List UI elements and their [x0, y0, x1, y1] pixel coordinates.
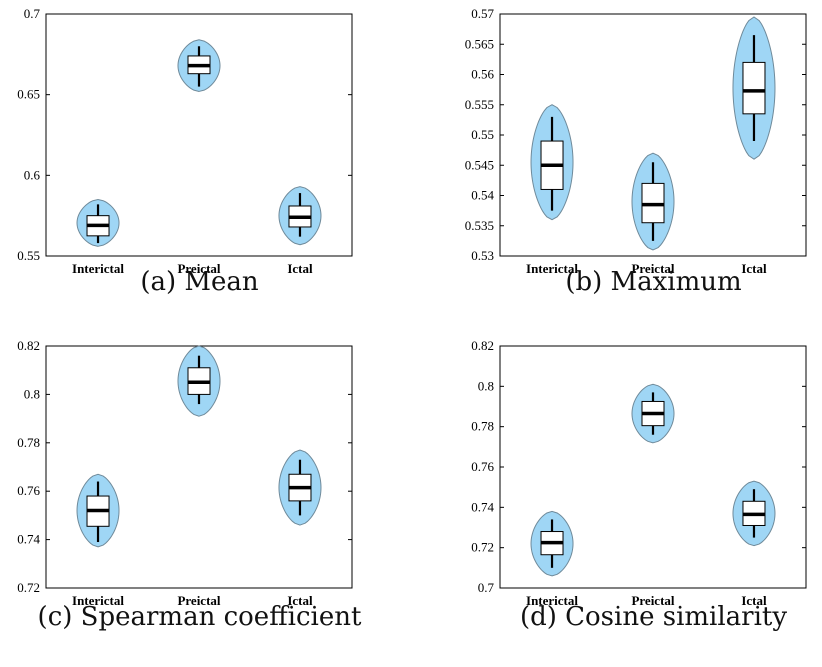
panel-caption: (a) Mean [140, 267, 259, 297]
y-tick-label: 0.7 [478, 580, 495, 595]
violin-preictal [177, 39, 221, 92]
x-category-label: Interictal [526, 593, 578, 608]
x-category-label: Interictal [72, 593, 124, 608]
y-tick-label: 0.55 [17, 248, 40, 263]
y-tick-label: 0.535 [465, 218, 494, 233]
y-tick-label: 0.78 [17, 435, 40, 450]
x-category-label: Preictal [631, 261, 674, 276]
violin-preictal [177, 345, 221, 417]
x-category-label: Ictal [287, 593, 313, 608]
violin-interictal [76, 199, 120, 247]
y-tick-label: 0.76 [471, 459, 494, 474]
violin-interictal [530, 104, 574, 221]
x-category-label: Preictal [177, 593, 220, 608]
y-tick-label: 0.57 [471, 6, 494, 21]
y-tick-label: 0.6 [24, 167, 41, 182]
x-category-label: Interictal [526, 261, 578, 276]
y-tick-label: 0.65 [17, 87, 40, 102]
y-tick-label: 0.8 [478, 378, 494, 393]
y-tick-label: 0.82 [17, 338, 40, 353]
violin-preictal [631, 152, 675, 251]
chart-panel-2: 0.53 0.535 0.54 0.545 0.55 0.555 0.56 0.565 0.57… [465, 6, 807, 276]
y-tick-label: 0.565 [465, 36, 494, 51]
y-tick-label: 0.74 [17, 532, 40, 547]
x-category-label: Ictal [741, 593, 767, 608]
violin-ictal [732, 16, 776, 160]
x-category-label: Ictal [741, 261, 767, 276]
plot-frame [45, 13, 353, 257]
y-tick-label: 0.555 [465, 97, 494, 112]
violin-ictal [278, 186, 322, 246]
panel-caption: (b) Maximum [565, 267, 742, 297]
panel-caption: (c) Spearman coefficient [37, 602, 362, 632]
violin-ictal [278, 449, 322, 526]
y-tick-label: 0.8 [24, 386, 40, 401]
chart-panel-4: 0.7 0.72 0.74 0.76 0.78 0.8 0.82 Interictal Prei… [471, 338, 807, 608]
violin-interictal [530, 510, 574, 577]
y-tick-label: 0.72 [471, 540, 494, 555]
y-tick-label: 0.7 [24, 6, 41, 21]
y-tick-label: 0.76 [17, 483, 40, 498]
x-category-label: Interictal [72, 261, 124, 276]
y-tick-label: 0.72 [17, 580, 40, 595]
x-category-label: Preictal [631, 593, 674, 608]
y-tick-label: 0.78 [471, 419, 494, 434]
violin-preictal [631, 383, 675, 444]
violin-interictal [76, 473, 120, 548]
iqr-box [742, 61, 766, 115]
y-tick-label: 0.545 [465, 157, 494, 172]
x-category-label: Preictal [177, 261, 220, 276]
y-tick-label: 0.54 [471, 188, 494, 203]
x-category-label: Ictal [287, 261, 313, 276]
panel-caption: (d) Cosine similarity [519, 602, 788, 632]
y-tick-label: 0.82 [471, 338, 494, 353]
y-tick-label: 0.53 [471, 248, 494, 263]
chart-panel-1: 0.55 0.6 0.65 0.7 Interictal Preictal Ictal [17, 6, 353, 276]
y-tick-label: 0.74 [471, 499, 494, 514]
y-tick-label: 0.56 [471, 67, 494, 82]
chart-panel-3: 0.72 0.74 0.76 0.78 0.8 0.82 Interictal Preicta… [17, 338, 353, 608]
y-tick-label: 0.55 [471, 127, 494, 142]
violin-ictal [732, 480, 776, 547]
